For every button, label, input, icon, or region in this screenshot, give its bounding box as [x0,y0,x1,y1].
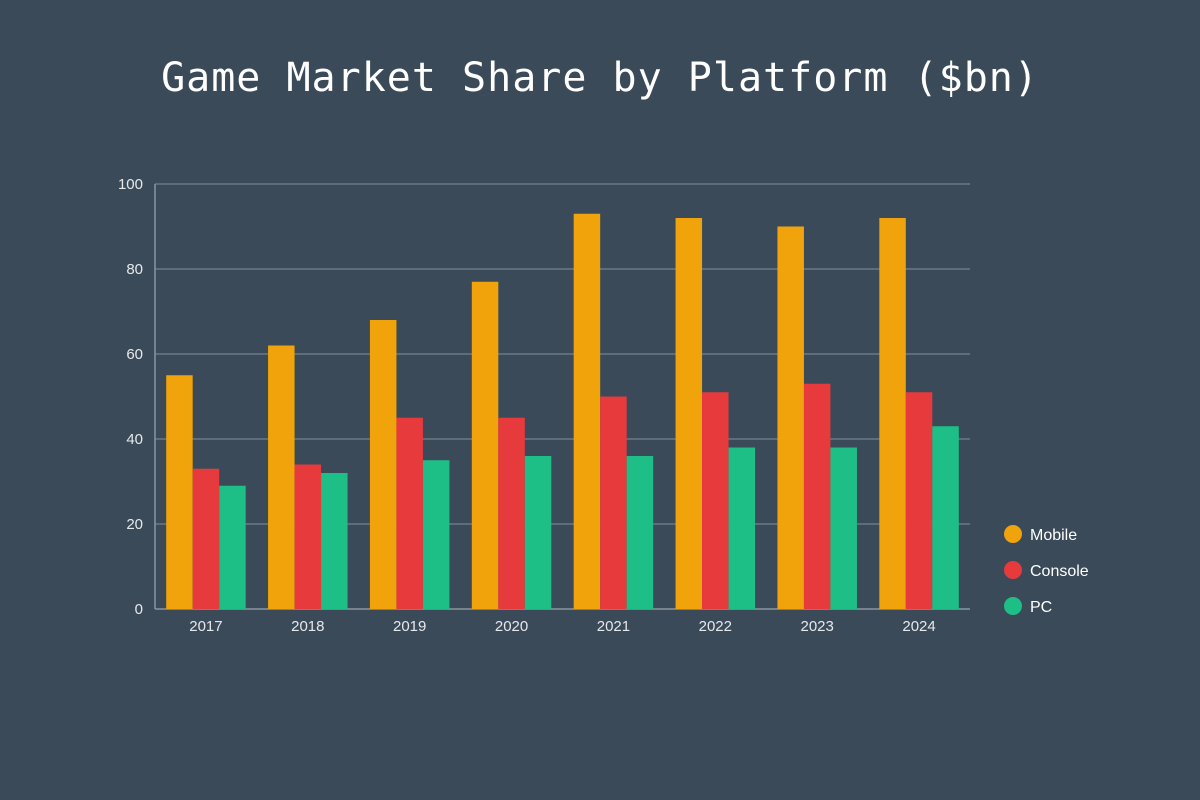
y-tick-label: 0 [135,601,143,618]
x-tick-label: 2024 [902,618,935,635]
y-tick-label: 60 [126,346,143,363]
bar-console-2018 [294,464,322,609]
bar-pc-2019 [422,460,450,609]
bar-mobile-2024 [879,218,906,609]
bar-mobile-2021 [573,213,601,609]
bar-mobile-2023 [777,226,804,609]
x-tick-label: 2017 [189,618,222,635]
bar-mobile-2022 [675,218,703,609]
bar-mobile-2020 [471,281,499,609]
x-tick-label: 2019 [393,618,426,635]
y-tick-label: 40 [126,431,143,448]
y-tick-label: 80 [126,261,143,278]
bar-pc-2022 [728,447,756,609]
bar-console-2021 [600,396,627,609]
bar-pc-2018 [321,473,348,609]
bar-mobile-2018 [268,345,295,609]
legend-label-console: Console [1030,563,1089,580]
bar-pc-2024 [932,426,959,609]
bar-console-2019 [396,417,423,609]
bar-console-2020 [498,417,525,609]
bar-console-2023 [803,383,831,609]
x-tick-label: 2023 [801,618,834,635]
legend-label-pc: PC [1030,599,1052,616]
bar-mobile-2019 [369,320,397,609]
chart-title: Game Market Share by Platform ($bn) [161,55,1039,101]
bar-pc-2023 [830,447,857,609]
bar-console-2022 [702,392,729,609]
legend-marker-pc [1004,597,1022,615]
y-tick-label: 20 [126,516,143,533]
x-tick-label: 2020 [495,618,528,635]
bar-pc-2021 [626,456,654,609]
y-tick-label: 100 [118,176,143,193]
bar-pc-2017 [219,485,246,609]
x-tick-label: 2021 [597,618,630,635]
legend-marker-mobile [1004,525,1022,543]
bar-mobile-2017 [166,375,193,609]
bar-console-2024 [905,392,933,609]
legend-label-mobile: Mobile [1030,527,1077,544]
bar-pc-2020 [524,456,552,609]
legend-marker-console [1004,561,1022,579]
x-tick-label: 2022 [699,618,732,635]
x-tick-label: 2018 [291,618,324,635]
bar-console-2017 [192,468,220,609]
